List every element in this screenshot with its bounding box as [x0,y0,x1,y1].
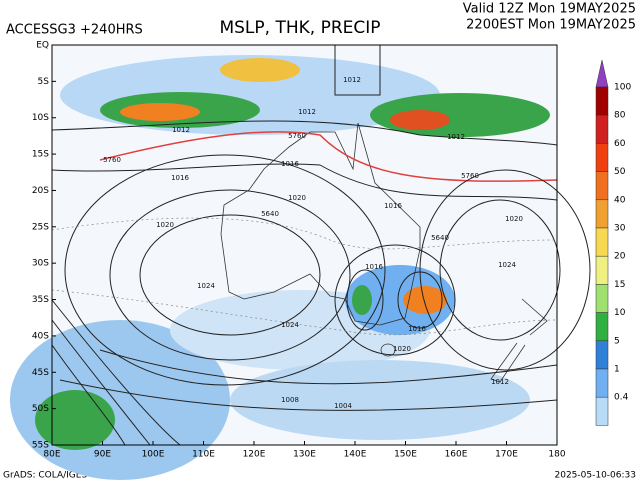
colorbar-swatch [595,227,609,257]
thickness-contours [51,217,558,336]
contour-label: 1012 [343,76,361,84]
contour-label: 5760 [103,156,121,164]
precip-area [403,286,447,314]
timestamp: 2025-05-10-06:33 [555,471,637,481]
contour-label: 1024 [498,261,516,269]
valid-time: Valid 12Z Mon 19MAY2025 [463,2,636,17]
colorbar-swatch [595,396,609,426]
colorbar-label: 15 [614,280,625,290]
colorbar-label: 50 [614,167,626,177]
lon-label: 90E [94,450,111,460]
colorbar: 100 80 60 50 40 30 20 15 10 5 1 0.4 [595,59,631,426]
lat-label: 10S [32,113,49,123]
precip-area [230,360,530,440]
precip-area [390,110,450,130]
colorbar-label: 40 [614,195,626,205]
lon-label: 130E [293,450,316,460]
lat-label: 20S [32,186,49,196]
colorbar-label: 100 [614,83,631,93]
colorbar-swatch [595,114,609,144]
colorbar-swatch [595,368,609,398]
contour-label: 1012 [491,378,509,386]
coastline [490,298,548,383]
lon-label: 160E [445,450,468,460]
lon-label: 140E [344,450,367,460]
contour-label: 1004 [334,402,352,410]
lon-label: 150E [394,450,417,460]
contour-label: 1020 [505,215,523,223]
contour-label: 1024 [197,282,215,290]
lat-label: 50S [32,404,49,414]
lat-label: 25S [32,222,49,232]
lat-label: 55S [32,441,49,451]
lon-label: 180 [548,450,565,460]
credit: GrADS: COLA/IGES [3,471,87,481]
colorbar-label: 20 [614,252,626,262]
precip-area [352,285,372,315]
lon-label: 120E [243,450,266,460]
contour-label: 1020 [393,345,411,353]
lon-label: 110E [192,450,215,460]
contour-label: 5760 [461,172,479,180]
lat-label: 45S [32,368,49,378]
precip-area [345,265,455,335]
lat-label: 15S [32,150,49,160]
contour-label: 1012 [298,108,316,116]
model-label: ACCESSG3 +240HRS [6,23,143,38]
lat-label: 30S [32,259,49,269]
colorbar-label: 30 [614,224,626,234]
contour-label: 1024 [281,321,299,329]
isobars [51,45,591,446]
map-title: MSLP, THK, PRECIP [219,18,380,38]
colorbar-label: 80 [614,111,626,121]
colorbar-swatch [595,86,609,116]
contour-label: 1020 [156,221,174,229]
precip-area [220,58,300,82]
lon-label: 100E [142,450,165,460]
colorbar-swatch [595,340,609,370]
colorbar-label: 1 [614,365,620,375]
contour-label: 5640 [261,210,279,218]
lat-label: EQ [36,41,49,51]
colorbar-label: 10 [614,308,626,318]
contour-labels: 1012 1012 1012 1012 5760 5760 1016 1016 1016 1020… [103,76,523,410]
colorbar-cap [595,59,609,88]
contour-label: 1012 [172,126,190,134]
map-area: 1012 1012 1012 1012 5760 5760 1016 1016 1016 1020… [10,44,591,480]
colorbar-swatch [595,312,609,342]
lat-label: 35S [32,295,49,305]
lon-label: 170E [495,450,518,460]
contour-label: 1016 [384,202,402,210]
colorbar-label: 0.4 [614,393,629,403]
contour-label: 5640 [431,234,449,242]
coastline [380,343,396,357]
contour-label: 1020 [288,194,306,202]
contour-label: 1016 [408,325,426,333]
colorbar-swatch [595,171,609,201]
colorbar-swatch [595,284,609,313]
thickness-line [99,131,558,182]
colorbar-swatch [595,255,609,285]
colorbar-label: 60 [614,139,626,149]
precip-area [35,390,115,450]
colorbar-swatch [595,199,609,229]
contour-label: 1016 [171,174,189,182]
local-time: 2200EST Mon 19MAY2025 [466,18,636,33]
contour-label: 1016 [281,160,299,168]
contour-label: 1012 [447,133,465,141]
precip-area [120,103,200,121]
contour-label: 5760 [288,132,306,140]
contour-label: 1016 [365,263,383,271]
colorbar-swatch [595,143,609,172]
colorbar-label: 5 [614,336,620,346]
coastline [220,122,421,326]
lat-label: 40S [32,331,49,341]
lon-label: 80E [43,450,60,460]
lat-label: 5S [38,77,50,87]
contour-label: 1008 [281,396,299,404]
